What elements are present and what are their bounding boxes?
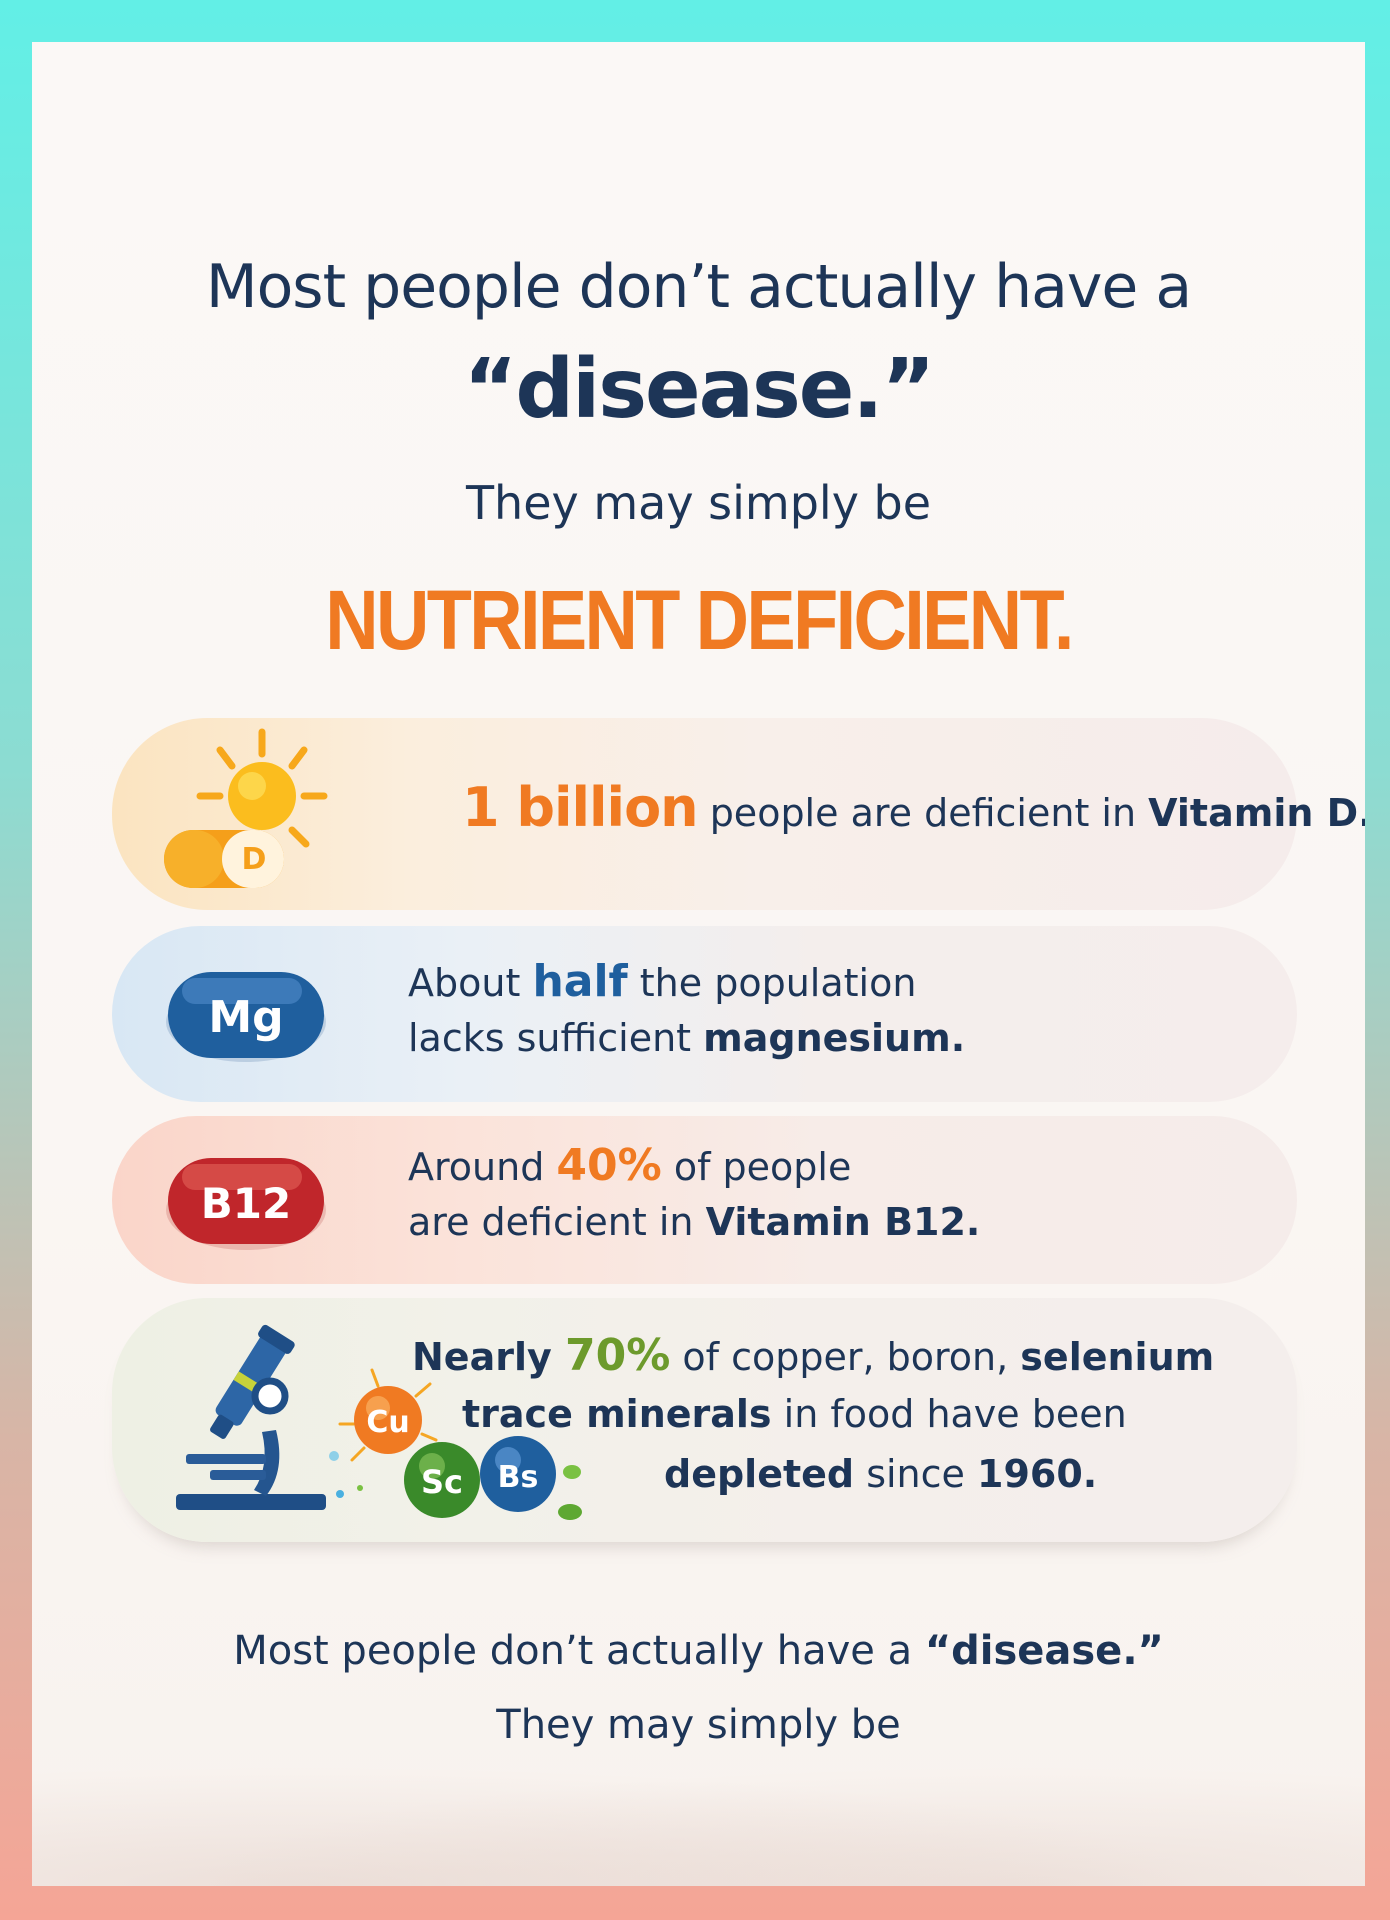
headline-line-1: Most people don’t actually have a [205, 252, 1192, 322]
vitamin-b12-label: Vitamin B12. [705, 1200, 981, 1244]
selenium-label: selenium [1020, 1335, 1215, 1379]
fact-row-magnesium: Mg About half the population lacks suffi… [112, 926, 1297, 1102]
fact-row-vitamin-b12: B12 Around 40% of people are deficient i… [112, 1116, 1297, 1284]
year-label: 1960. [977, 1452, 1098, 1496]
fact-text-part: people are deficient in [697, 791, 1149, 835]
headline-disease: “disease.” [463, 342, 936, 437]
fact-text-part: lacks sufficient [408, 1016, 704, 1060]
fact-text-part: of people [661, 1145, 852, 1189]
fact-text-part: Nearly [412, 1335, 565, 1379]
fact-text-b12-line-1: Around 40% of people [408, 1140, 851, 1191]
fact-row-trace-minerals: Cu Sc Bs Nearly 70% of copper, boron, se… [112, 1298, 1297, 1542]
fact-text-part: since [854, 1452, 977, 1496]
fact-text-part: Around [408, 1145, 557, 1189]
fact-text-part: of copper, boron, [670, 1335, 1021, 1379]
stat-half: half [532, 956, 628, 1007]
footer-text-part: Most people don’t actually have a [233, 1628, 925, 1674]
headline-nutrient-deficient: NUTRIENT DEFICIENT. [325, 573, 1074, 667]
fact-text-trace-line-3: depleted since 1960. [664, 1452, 1097, 1496]
magnesium-pill-icon: Mg [166, 972, 326, 1062]
fact-text-b12-line-2: are deficient in Vitamin B12. [408, 1200, 980, 1244]
mineral-molecules-icon: Cu Sc Bs [329, 1368, 582, 1520]
b12-badge-label: B12 [201, 1179, 291, 1228]
sun-vitamin-d-capsule-icon: D [164, 728, 328, 888]
fact-text-part: in food have been [771, 1392, 1127, 1436]
fact-row-vitamin-d: D 1 billion people are deficient in Vita… [112, 718, 1365, 910]
fact-text-part: are deficient in [408, 1200, 706, 1244]
footer-line-2: They may simply be [496, 1702, 901, 1748]
magnesium-badge-label: Mg [208, 992, 283, 1043]
vitamin-d-badge-label: D [242, 842, 267, 877]
stat-40-percent: 40% [556, 1140, 662, 1191]
fact-text-trace-line-1: Nearly 70% of copper, boron, selenium [412, 1330, 1214, 1381]
vitamin-d-label: Vitamin D. [1148, 791, 1365, 835]
headline-line-3: They may simply be [465, 476, 932, 530]
footer-disease: “disease.” [924, 1628, 1164, 1674]
depleted-label: depleted [664, 1452, 855, 1496]
microscope-icon [176, 1324, 326, 1510]
boron-badge-label: Bs [498, 1460, 539, 1495]
selenium-badge-label: Sc [421, 1463, 463, 1501]
footer-line-1: Most people don’t actually have a “disea… [32, 1628, 1365, 1674]
fact-text-part: About [408, 961, 533, 1005]
copper-badge-label: Cu [366, 1405, 409, 1440]
fact-text-trace-line-2: trace minerals in food have been [462, 1392, 1127, 1436]
magnesium-label: magnesium. [703, 1016, 966, 1060]
stat-70-percent: 70% [564, 1330, 671, 1381]
fact-text-vitamin-d: 1 billion people are deficient in Vitami… [462, 776, 1365, 839]
b12-pill-icon: B12 [166, 1158, 326, 1250]
fact-text-part: the population [627, 961, 917, 1005]
trace-minerals-label: trace minerals [462, 1392, 772, 1436]
fact-text-magnesium-line-1: About half the population [408, 956, 916, 1007]
infographic-card: Most people don’t actually have a “disea… [32, 42, 1365, 1886]
fact-text-magnesium-line-2: lacks sufficient magnesium. [408, 1016, 965, 1060]
stat-1-billion: 1 billion [462, 776, 699, 839]
